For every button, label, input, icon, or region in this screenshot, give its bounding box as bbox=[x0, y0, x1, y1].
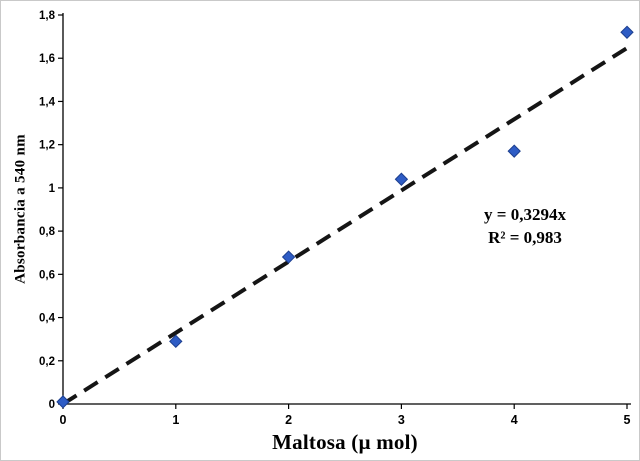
trendline-equation: y = 0,3294x bbox=[484, 205, 566, 224]
x-tick-label: 5 bbox=[624, 413, 631, 427]
x-tick-label: 0 bbox=[60, 413, 67, 427]
y-tick-label: 1 bbox=[49, 183, 56, 195]
data-point-diamond bbox=[394, 172, 409, 186]
data-point-diamond bbox=[56, 395, 70, 409]
y-tick-label: 1,8 bbox=[39, 10, 56, 22]
y-tick-label: 0,2 bbox=[39, 356, 55, 368]
trendline-dashed bbox=[61, 46, 629, 406]
y-tick-label: 1,4 bbox=[39, 96, 56, 108]
data-point-diamond bbox=[281, 250, 296, 264]
x-tick-label: 2 bbox=[285, 413, 292, 427]
y-tick-label: 1,6 bbox=[39, 53, 55, 65]
x-tick-label: 4 bbox=[511, 413, 518, 427]
data-point-diamond bbox=[620, 25, 634, 39]
trendline-r-squared: R² = 0,983 bbox=[488, 227, 562, 247]
y-tick-label: 0,4 bbox=[39, 313, 56, 325]
y-tick-label: 0,8 bbox=[39, 226, 56, 238]
x-tick-label: 3 bbox=[398, 413, 405, 427]
y-tick-label: 0,6 bbox=[39, 269, 55, 281]
x-tick-label: 1 bbox=[172, 413, 179, 427]
x-axis-title: Maltosa (µ mol) bbox=[272, 430, 418, 454]
y-axis-title: Absorbancia a 540 nm bbox=[12, 134, 29, 284]
trendline-annotation: y = 0,3294x R² = 0,983 bbox=[484, 204, 566, 250]
y-tick-label: 0 bbox=[49, 399, 55, 411]
data-point-diamond bbox=[507, 144, 521, 158]
data-point-diamond bbox=[169, 334, 183, 349]
y-tick-label: 1,2 bbox=[39, 140, 55, 152]
